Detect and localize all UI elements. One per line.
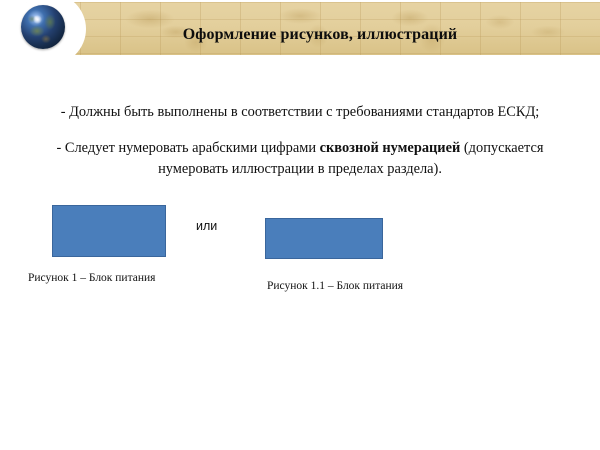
body-text-block: - Должны быть выполнены в соответствии с… [18, 88, 582, 194]
globe-icon [21, 5, 65, 49]
page-title: Оформление рисунков, иллюстраций [182, 26, 458, 43]
figure-caption-2: Рисунок 1.1 – Блок питания [267, 280, 404, 292]
requirement-paragraph-2: - Следует нумеровать арабскими цифрами с… [18, 138, 582, 180]
figure-image-2 [265, 218, 383, 259]
paragraph-2-emphasis: сквозной нумерацией [319, 139, 461, 156]
or-separator-label: или [196, 219, 218, 233]
world-map-pattern-icon [0, 2, 600, 55]
figure-caption-1: Рисунок 1 – Блок питания [28, 272, 156, 284]
paragraph-2-prefix: - Следует нумеровать арабскими цифрами [56, 139, 320, 156]
banner-background [0, 2, 600, 55]
header-banner [0, 2, 600, 55]
figure-image-1 [52, 205, 166, 257]
paragraph-2-suffix: (допускается нумеровать иллюстрации в пр… [158, 139, 544, 177]
requirement-paragraph-1: - Должны быть выполнены в соответствии с… [60, 104, 540, 121]
